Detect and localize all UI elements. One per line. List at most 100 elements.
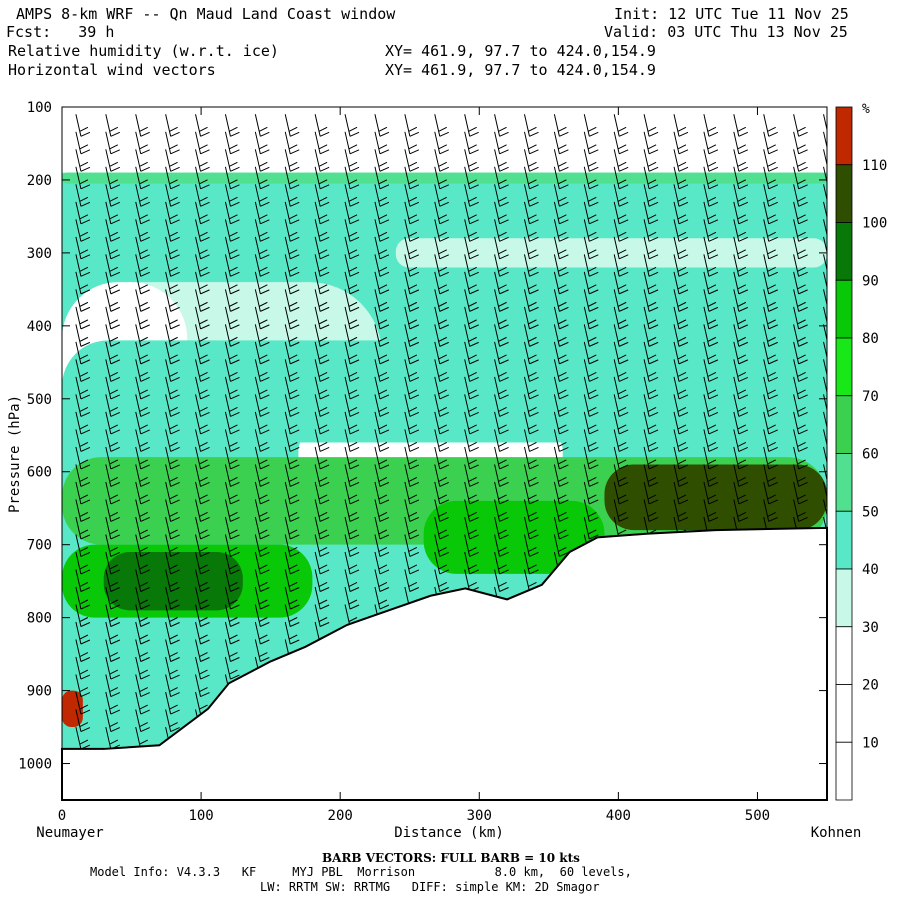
wind-barb — [583, 516, 599, 540]
wind-barb — [733, 359, 749, 382]
wind-barb — [464, 551, 479, 575]
wind-barb — [314, 551, 330, 575]
wind-barb — [254, 236, 270, 260]
wind-barb — [314, 394, 330, 417]
wind-barb — [793, 184, 808, 207]
wind-barb — [165, 184, 180, 207]
y-axis: 100 200 300 400 500 600 700 800 900 1000 — [18, 100, 827, 773]
wind-barb — [434, 429, 449, 452]
wind-barb — [583, 411, 599, 435]
wind-barb — [165, 289, 180, 312]
wind-barb — [105, 691, 121, 715]
wind-barb — [165, 219, 180, 242]
wind-barb — [344, 219, 360, 242]
wind-barb — [703, 236, 719, 260]
wind-barb — [733, 376, 749, 400]
xy-range-2: XY= 461.9, 97.7 to 424.0,154.9 — [385, 61, 656, 79]
wind-barb — [75, 691, 91, 715]
wind-barb — [195, 166, 210, 190]
wind-barb — [224, 341, 240, 365]
wind-barb — [553, 481, 569, 505]
wind-barb — [284, 429, 300, 452]
wind-barb — [703, 201, 719, 225]
wind-barb — [284, 149, 300, 172]
wind-barb — [673, 464, 689, 487]
wind-barb — [344, 184, 360, 207]
wind-barb — [254, 621, 270, 645]
wind-barb — [763, 131, 778, 155]
wind-barb — [763, 114, 778, 137]
wind-barb — [195, 639, 210, 662]
wind-barb — [793, 131, 808, 155]
wind-barb — [523, 324, 539, 347]
wind-barb — [793, 149, 808, 172]
wind-barb — [75, 114, 91, 137]
wind-barb — [613, 429, 629, 452]
wind-barb — [583, 184, 599, 207]
wind-barb — [583, 131, 599, 155]
wind-barb — [553, 166, 569, 190]
wind-barb — [703, 166, 719, 190]
colorbar-label: 30 — [862, 620, 879, 636]
colorbar-label: 10 — [862, 735, 879, 751]
wind-barb — [404, 446, 420, 470]
wind-barb — [643, 359, 659, 382]
wind-barb — [793, 201, 808, 225]
wind-barb — [523, 429, 539, 452]
y-tick-label: 200 — [27, 173, 52, 189]
wind-barb — [793, 359, 808, 382]
wind-barb — [733, 236, 749, 260]
wind-barb — [374, 341, 390, 365]
wind-barb — [284, 621, 300, 645]
y-tick-label: 400 — [27, 319, 52, 335]
wind-barb — [344, 569, 360, 592]
wind-barb — [673, 411, 689, 435]
wind-barb — [75, 394, 91, 417]
wind-barb — [434, 166, 449, 190]
wind-barb — [75, 586, 91, 610]
wind-barb — [464, 289, 479, 312]
wind-barb — [165, 149, 180, 172]
wind-barb — [404, 201, 420, 225]
wind-barb — [763, 201, 778, 225]
wind-barb — [404, 149, 420, 172]
wind-barb — [464, 429, 479, 452]
wind-barb — [374, 201, 390, 225]
wind-barb — [464, 499, 479, 522]
wind-barb — [224, 481, 240, 505]
wind-barb — [165, 499, 180, 522]
wind-barb — [254, 586, 270, 610]
wind-barb — [733, 149, 749, 172]
wind-barb — [464, 184, 479, 207]
wind-barb — [494, 289, 509, 312]
wind-barb — [793, 306, 808, 330]
wind-barb — [703, 306, 719, 330]
wind-barb — [823, 446, 827, 465]
wind-barb — [224, 604, 240, 627]
wind-barb — [105, 324, 121, 347]
wind-barb — [494, 394, 509, 417]
wind-barb — [613, 166, 629, 190]
x-axis: 0 100 200 300 400 500 — [58, 107, 770, 824]
chart-title: AMPS 8-km WRF -- Qn Maud Land Coast wind… — [16, 5, 396, 23]
wind-barb — [434, 569, 449, 592]
wind-barb — [494, 114, 509, 137]
wind-barb — [224, 131, 240, 155]
wind-barb — [284, 306, 300, 330]
wind-barb — [105, 639, 121, 662]
wind-barb — [195, 586, 210, 610]
wind-barb — [284, 271, 300, 295]
y-tick-label: 100 — [27, 100, 52, 116]
wind-barb — [254, 306, 270, 330]
wind-barb — [643, 411, 659, 435]
wind-barb — [643, 149, 659, 172]
wind-barb — [254, 411, 270, 435]
wind-barb — [195, 499, 210, 522]
wind-barb — [105, 709, 121, 733]
wind-barb — [494, 201, 509, 225]
wind-barb — [434, 236, 449, 260]
wind-barb — [284, 464, 300, 487]
wind-barb — [793, 446, 808, 470]
wind-barb — [105, 166, 121, 190]
wind-barb — [703, 131, 719, 155]
